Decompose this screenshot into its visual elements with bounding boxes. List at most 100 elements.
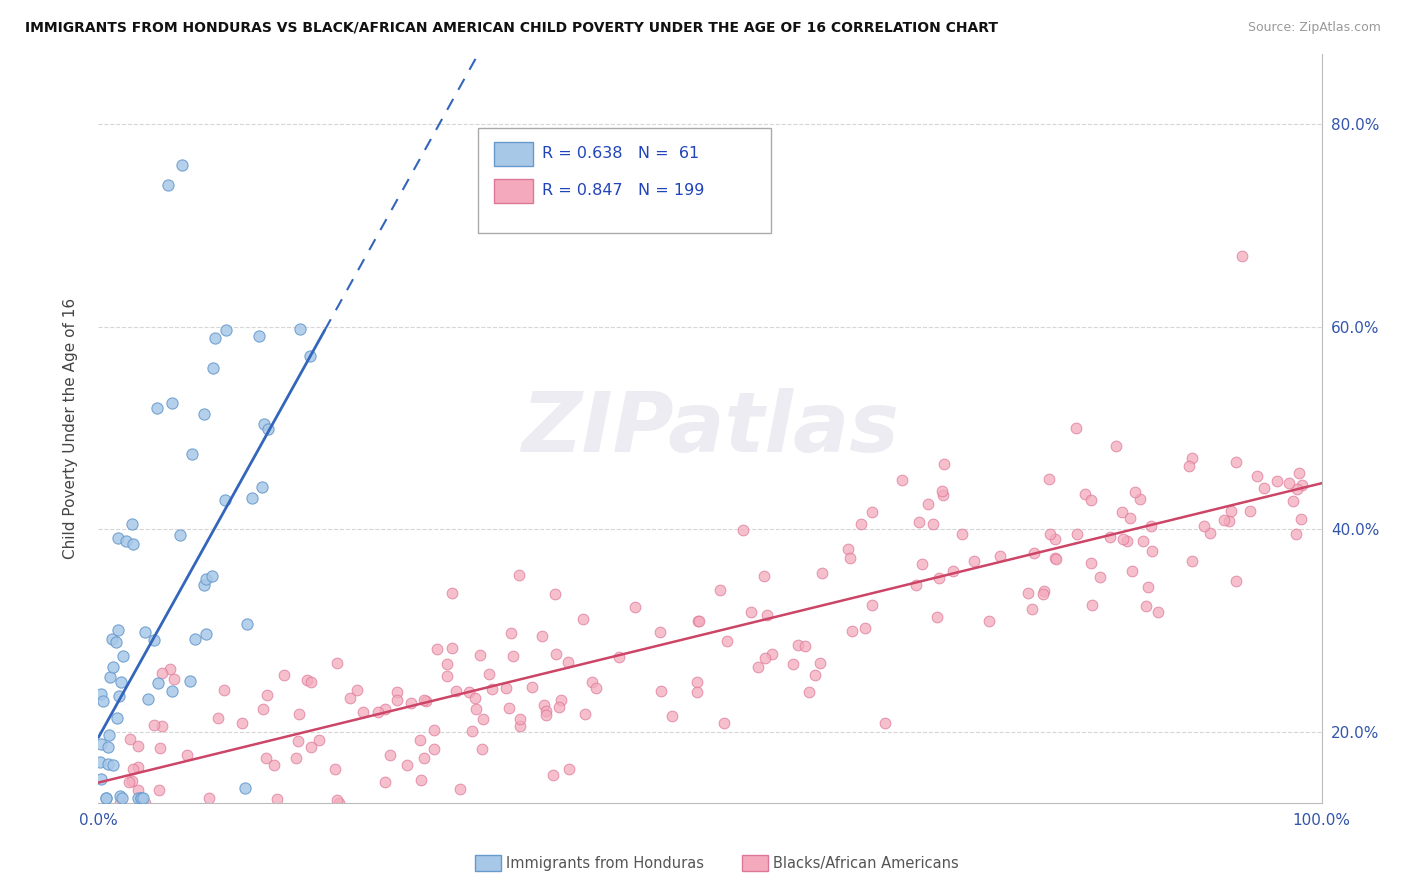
Point bbox=[181, 447, 204, 461]
Point bbox=[339, 690, 361, 705]
Point bbox=[132, 790, 155, 805]
Point bbox=[1129, 491, 1152, 506]
Point bbox=[988, 549, 1011, 564]
Point bbox=[120, 732, 142, 747]
Point bbox=[747, 660, 769, 674]
Point bbox=[111, 790, 134, 805]
Point bbox=[374, 701, 396, 715]
Point bbox=[468, 648, 491, 662]
Point bbox=[1098, 531, 1121, 545]
Point bbox=[1090, 570, 1112, 584]
Point bbox=[498, 700, 520, 714]
Point bbox=[911, 557, 934, 571]
Point bbox=[1181, 451, 1204, 466]
Point bbox=[298, 350, 321, 364]
Point bbox=[287, 734, 309, 748]
Point bbox=[110, 675, 132, 690]
Point bbox=[1213, 513, 1236, 527]
Point bbox=[558, 762, 581, 776]
Point bbox=[287, 706, 309, 721]
Bar bbox=[494, 179, 533, 203]
Point bbox=[170, 158, 193, 172]
Point bbox=[1066, 527, 1088, 541]
Point bbox=[252, 702, 274, 716]
Point bbox=[441, 585, 464, 599]
Point bbox=[908, 515, 931, 529]
Point bbox=[650, 684, 672, 698]
Point bbox=[449, 782, 471, 797]
Point bbox=[544, 647, 567, 661]
Point bbox=[108, 796, 131, 810]
Point bbox=[401, 696, 423, 710]
Point bbox=[108, 789, 131, 804]
Point bbox=[111, 649, 134, 664]
Point bbox=[1043, 550, 1066, 565]
Point bbox=[754, 651, 776, 665]
Point bbox=[1132, 533, 1154, 548]
Point bbox=[108, 690, 131, 704]
Point bbox=[1218, 514, 1240, 528]
Point bbox=[198, 790, 221, 805]
Point bbox=[855, 621, 877, 635]
Point bbox=[163, 672, 186, 686]
Point bbox=[963, 554, 986, 568]
Point bbox=[385, 692, 408, 706]
Point bbox=[464, 691, 486, 706]
Point bbox=[1140, 518, 1163, 533]
Point bbox=[950, 527, 973, 541]
Point bbox=[90, 737, 112, 751]
Point bbox=[1278, 476, 1301, 491]
Point bbox=[396, 758, 419, 772]
Point bbox=[157, 178, 180, 193]
Point bbox=[534, 708, 557, 723]
Point bbox=[471, 741, 494, 756]
Point bbox=[1192, 519, 1215, 533]
Point bbox=[548, 700, 571, 714]
Point bbox=[686, 684, 709, 698]
Point bbox=[1116, 533, 1139, 548]
Point bbox=[1291, 478, 1313, 492]
Point bbox=[1230, 249, 1253, 263]
Point bbox=[89, 687, 111, 701]
Point bbox=[105, 711, 128, 725]
Point bbox=[263, 757, 285, 772]
Point bbox=[159, 661, 181, 675]
Point bbox=[240, 491, 263, 505]
Point bbox=[273, 668, 295, 682]
Point bbox=[932, 488, 955, 502]
Point bbox=[465, 702, 488, 716]
Text: Blacks/African Americans: Blacks/African Americans bbox=[773, 856, 959, 871]
Point bbox=[508, 567, 530, 582]
Point bbox=[810, 656, 832, 670]
Text: Source: ZipAtlas.com: Source: ZipAtlas.com bbox=[1247, 21, 1381, 34]
Point bbox=[1282, 493, 1305, 508]
Point bbox=[1111, 532, 1133, 546]
Point bbox=[115, 534, 138, 549]
Point bbox=[150, 666, 173, 681]
Point bbox=[326, 793, 349, 807]
Point bbox=[194, 627, 217, 641]
FancyBboxPatch shape bbox=[478, 128, 772, 234]
Point bbox=[97, 739, 120, 754]
Point bbox=[509, 712, 531, 726]
Point bbox=[460, 723, 482, 738]
Point bbox=[891, 473, 914, 487]
Point bbox=[1021, 602, 1043, 616]
Point bbox=[127, 739, 149, 753]
Point bbox=[550, 693, 572, 707]
Point bbox=[134, 796, 156, 810]
Point bbox=[184, 632, 207, 646]
Point bbox=[423, 723, 446, 737]
Point bbox=[89, 755, 111, 769]
Point bbox=[1140, 544, 1163, 558]
Point bbox=[136, 692, 159, 706]
Point bbox=[150, 719, 173, 733]
Point bbox=[740, 605, 762, 619]
Point bbox=[709, 583, 731, 598]
Point bbox=[412, 751, 434, 765]
Point bbox=[201, 360, 224, 375]
Point bbox=[97, 756, 120, 771]
Point bbox=[146, 401, 169, 415]
Point bbox=[204, 331, 226, 345]
Point bbox=[1288, 466, 1310, 480]
